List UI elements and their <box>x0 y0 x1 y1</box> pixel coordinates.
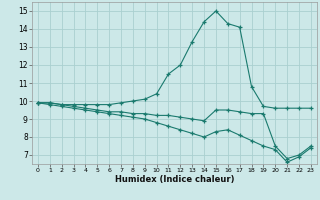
X-axis label: Humidex (Indice chaleur): Humidex (Indice chaleur) <box>115 175 234 184</box>
